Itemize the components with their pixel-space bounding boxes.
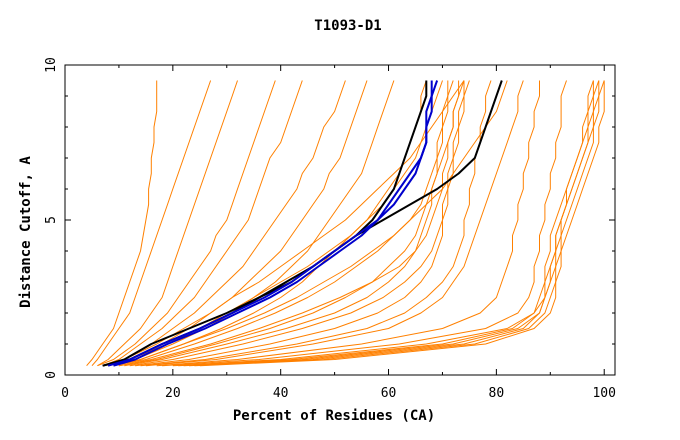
model-curve-orange-6	[102, 80, 346, 367]
y-axis-label: Distance Cutoff, A	[18, 156, 34, 308]
model-curve-orange-28	[178, 80, 594, 367]
model-curve-orange-13	[102, 80, 465, 367]
y-tick-label: 0	[44, 371, 59, 379]
model-curve-orange-4	[97, 80, 276, 367]
model-curve-orange-18	[135, 80, 470, 367]
model-curve-orange-2	[91, 80, 212, 367]
model-curve-orange-25	[194, 80, 605, 367]
model-curve-orange-10	[113, 80, 449, 367]
x-axis-label: Percent of Residues (CA)	[233, 408, 435, 424]
model-curve-orange-5	[102, 80, 303, 367]
model-curve-orange-26	[199, 80, 605, 367]
model-curve-orange-1	[86, 80, 158, 367]
curves-layer	[86, 80, 605, 367]
model-curve-orange-15	[118, 80, 465, 367]
x-tick-label: 80	[489, 386, 505, 401]
model-curve-orange-21	[156, 80, 540, 367]
x-tick-label: 40	[273, 386, 289, 401]
model-curve-orange-27	[188, 80, 600, 367]
model-curve-orange-23	[172, 80, 594, 367]
x-tick-label: 60	[381, 386, 397, 401]
model-curve-orange-20	[140, 80, 492, 367]
x-tick-label: 20	[165, 386, 181, 401]
model-curve-orange-11	[118, 80, 460, 367]
highlight-curve-black-2	[102, 80, 428, 367]
x-tick-label: 100	[592, 386, 615, 401]
chart-title: T1093-D1	[314, 18, 381, 34]
x-tick-label: 0	[61, 386, 69, 401]
ticks-layer: 0 20 40 60 80 100 0 5 10	[44, 57, 616, 401]
model-curve-orange-14	[113, 80, 508, 367]
model-curve-orange-16	[124, 80, 454, 367]
model-curve-orange-19	[145, 80, 524, 367]
model-curve-orange-3	[97, 80, 238, 367]
y-tick-label: 10	[44, 57, 59, 73]
model-curve-orange-22	[162, 80, 567, 367]
y-tick-label: 5	[44, 216, 59, 224]
model-curve-orange-17	[129, 80, 465, 367]
highlight-curve-blue-4	[107, 80, 433, 367]
model-curve-orange-7	[107, 80, 368, 367]
